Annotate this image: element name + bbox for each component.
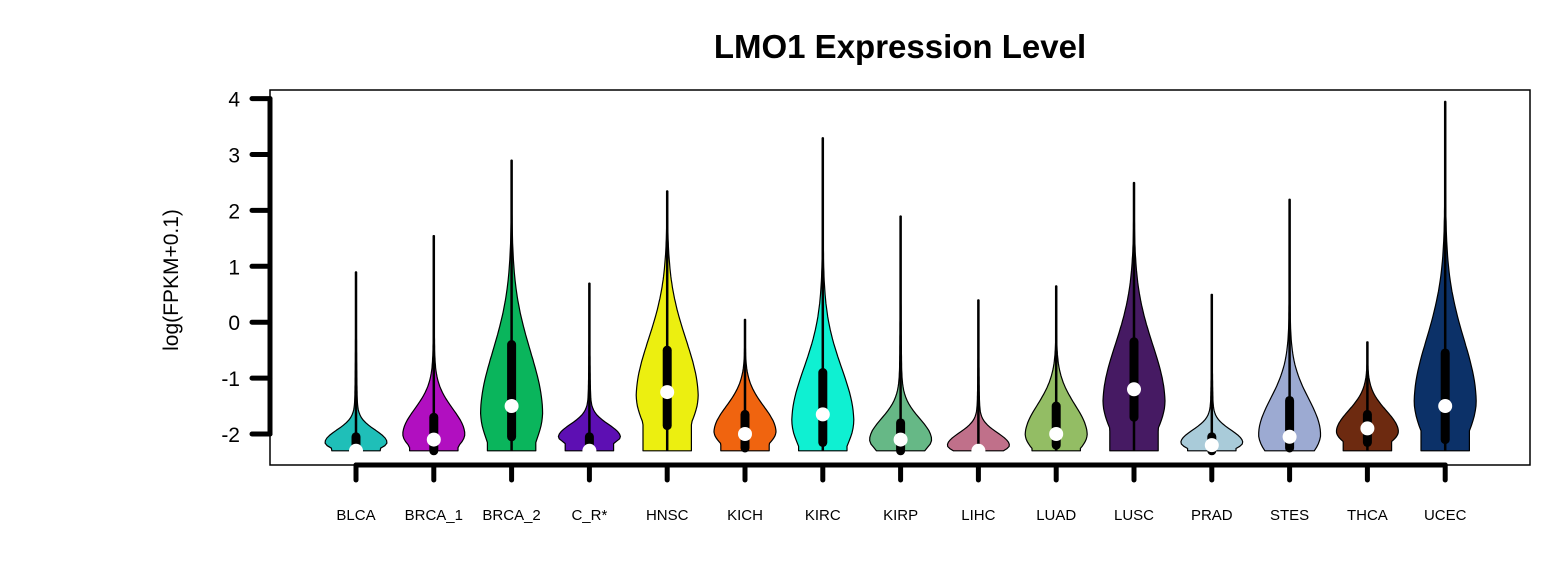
- y-axis-label: log(FPKM+0.1): [160, 209, 183, 351]
- violin-kirc: [791, 137, 855, 452]
- x-tick-label: C_R*: [571, 507, 607, 524]
- violin-c-r-: [557, 282, 621, 458]
- x-tick-label: PRAD: [1191, 507, 1233, 524]
- x-tick-label: BRCA_2: [482, 507, 540, 524]
- violin-kich: [713, 318, 777, 453]
- chart-title: LMO1 Expression Level: [714, 28, 1086, 65]
- violin-median-dot: [582, 443, 597, 458]
- x-tick-label: BRCA_1: [405, 507, 463, 524]
- violin-brca-2: [480, 159, 544, 452]
- violin-prad: [1180, 293, 1244, 456]
- x-tick-label: KIRP: [883, 507, 918, 524]
- violin-median-dot: [1204, 438, 1219, 453]
- violin-median-dot: [971, 443, 986, 458]
- x-axis: BLCA BRCA_1 BRCA_2 C_R* HNSC KICH KIRC KIRP LIHC…: [336, 462, 1467, 524]
- violin-median-dot: [738, 427, 752, 441]
- violin-median-dot: [1282, 429, 1297, 444]
- x-tick-label: BLCA: [336, 507, 375, 524]
- violin-stes: [1258, 198, 1322, 453]
- x-tick-label: KIRC: [805, 507, 841, 524]
- violin-lusc: [1102, 181, 1166, 452]
- violin-median-dot: [660, 385, 675, 400]
- violin-luad: [1024, 285, 1088, 452]
- violin-median-dot: [1438, 399, 1453, 414]
- violin-blca: [324, 271, 388, 458]
- violin-kirp: [869, 215, 933, 456]
- x-tick-label: UCEC: [1424, 507, 1467, 524]
- violin-median-dot: [349, 443, 363, 458]
- x-tick-label: STES: [1270, 507, 1309, 524]
- x-tick-label: LUAD: [1036, 507, 1076, 524]
- violin-thca: [1335, 341, 1399, 452]
- y-axis: -2 -1 0 1 2 3 4: [221, 89, 273, 447]
- y-tick-label: 4: [228, 89, 240, 112]
- violin-layer: [324, 100, 1477, 458]
- y-tick-label: 1: [228, 256, 240, 279]
- violin-median-dot: [815, 407, 830, 422]
- y-tick-label: 0: [228, 312, 240, 335]
- violin-ucec: [1413, 100, 1477, 452]
- y-tick-label: 2: [228, 200, 240, 223]
- x-tick-label: HNSC: [646, 507, 689, 524]
- x-tick-label: KICH: [727, 507, 763, 524]
- violin-median-dot: [893, 432, 908, 447]
- violin-hnsc: [635, 190, 699, 452]
- violin-median-dot: [1049, 427, 1064, 441]
- violin-median-dot: [426, 432, 441, 447]
- y-tick-label: 3: [228, 145, 240, 168]
- violin-median-dot: [504, 399, 519, 414]
- y-tick-label: -1: [221, 368, 240, 391]
- violin-median-dot: [1127, 382, 1141, 397]
- y-tick-label: -2: [221, 424, 240, 447]
- violin-lihc: [946, 299, 1010, 458]
- violin-median-dot: [1360, 421, 1375, 436]
- x-tick-label: LIHC: [961, 507, 995, 524]
- x-tick-label: LUSC: [1114, 507, 1154, 524]
- x-tick-label: THCA: [1347, 507, 1388, 524]
- violin-brca-1: [402, 235, 466, 456]
